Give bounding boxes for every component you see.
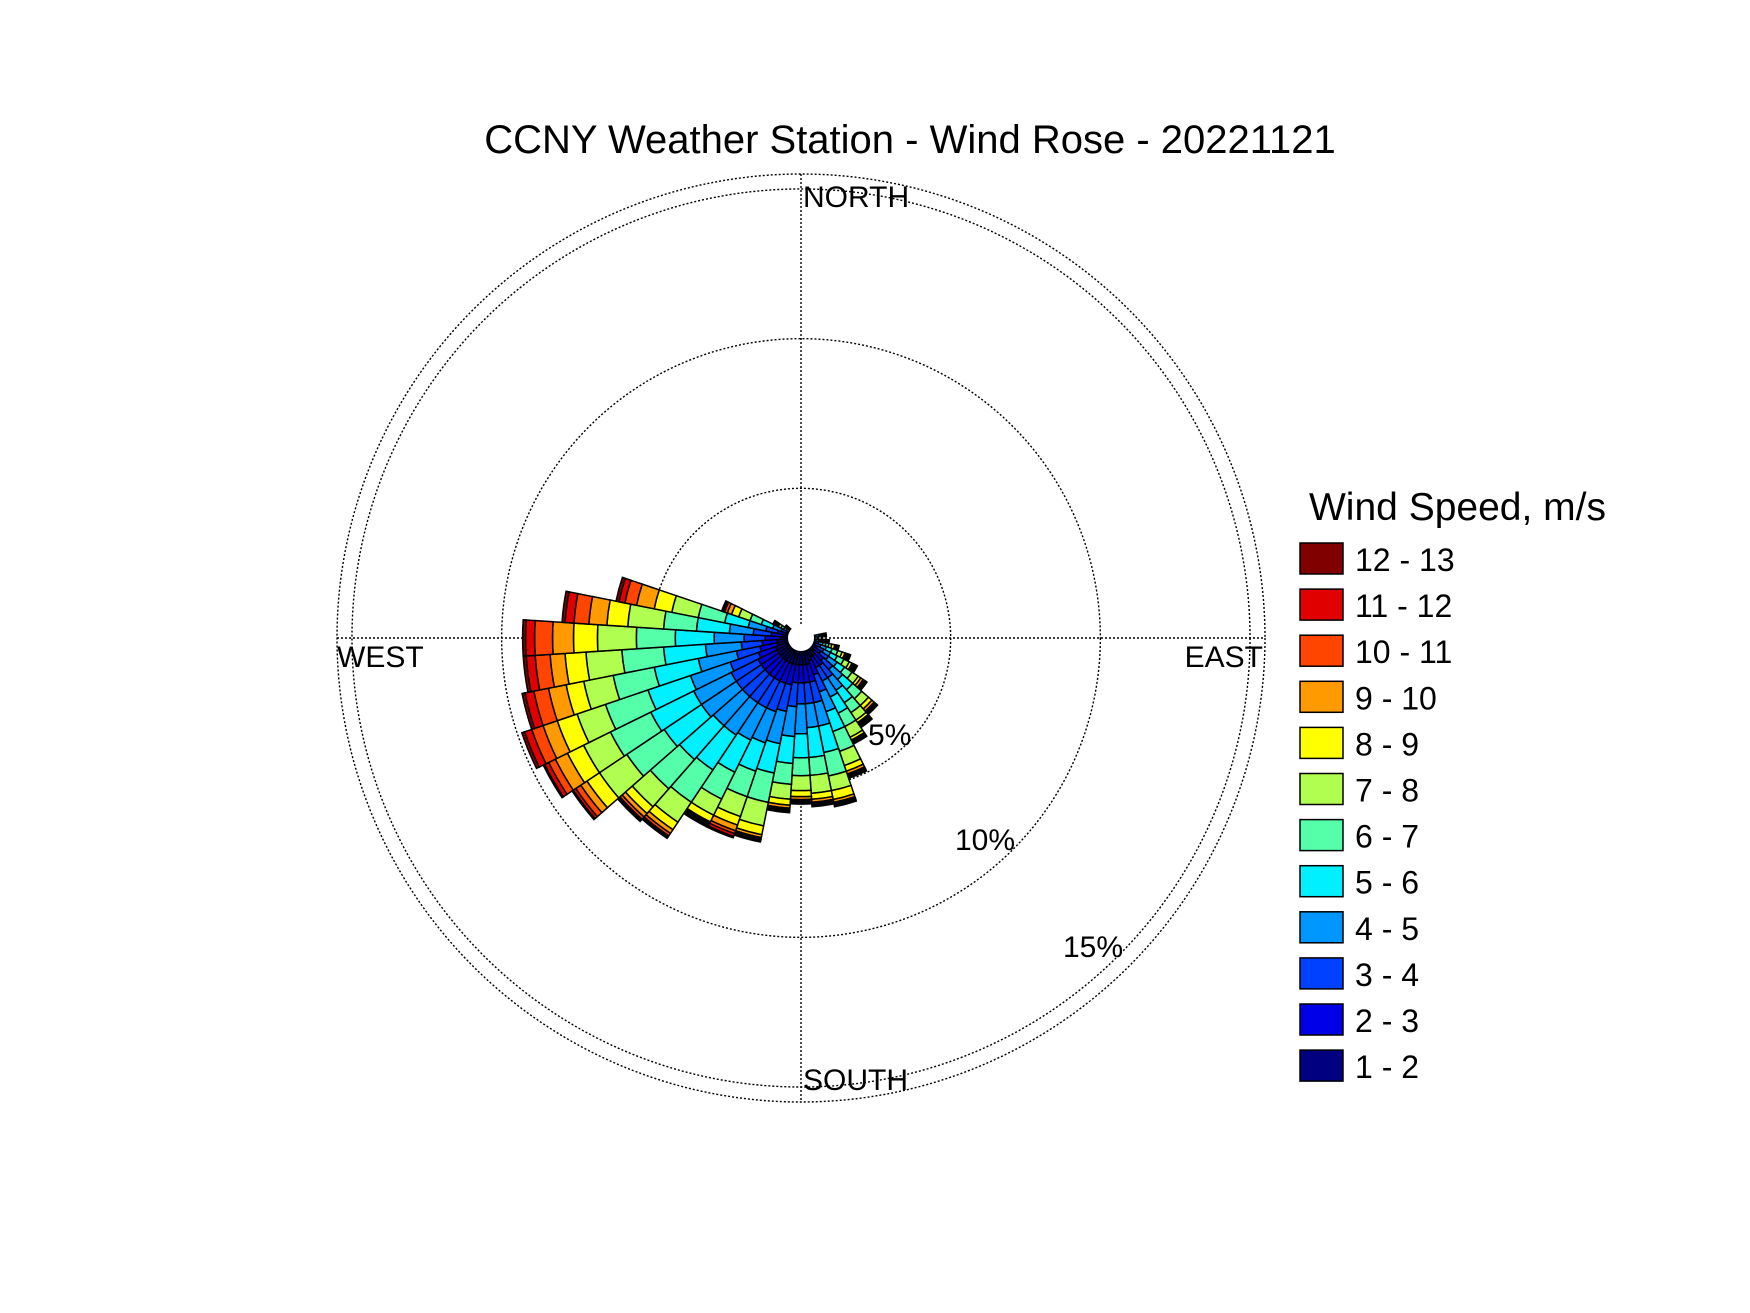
direction-label-south: SOUTH (803, 1064, 908, 1097)
legend-label-1: 12 - 13 (1355, 542, 1455, 578)
legend-swatch-4 (1299, 680, 1344, 714)
direction-label-west: WEST (337, 641, 424, 674)
sector-285-bin-12 (615, 576, 627, 603)
sector-270-bin-12 (521, 618, 527, 658)
legend-swatch-6 (1299, 772, 1344, 806)
legend-swatch-8 (1299, 864, 1344, 898)
sector-247.5-bin-12 (520, 730, 541, 770)
chart-title: CCNY Weather Station - Wind Rose - 20221… (484, 118, 1336, 162)
legend-items: 12 - 13 11 - 12 10 - 11 9 - 10 8 - 9 7 - 8 6 -… (1299, 542, 1455, 1085)
sector-270-bin-8 (572, 622, 599, 654)
legend-swatch-9 (1299, 911, 1344, 944)
legend-swatch-3 (1299, 634, 1344, 667)
sector-180-bin-6 (791, 756, 811, 777)
legend-swatch-11 (1299, 1003, 1344, 1036)
legend-swatch-7 (1299, 818, 1344, 852)
sector-172.5-bin-12 (811, 801, 835, 808)
legend-label-9: 4 - 5 (1355, 911, 1419, 947)
legend-label-2: 11 - 12 (1355, 588, 1452, 624)
legend-swatch-12 (1299, 1049, 1344, 1082)
legend-label-5: 8 - 9 (1355, 726, 1419, 762)
legend-label-4: 9 - 10 (1355, 680, 1437, 716)
legend-label-11: 2 - 3 (1355, 1003, 1419, 1039)
sector-277.5-bin-12 (561, 590, 570, 624)
sector-172.5-bin-7 (809, 772, 833, 795)
direction-label-north: NORTH (803, 181, 909, 214)
sector-270-bin-10 (533, 619, 554, 657)
legend-swatch-5 (1299, 726, 1344, 760)
legend: Wind Speed, m/s 12 - 13 11 - 12 10 - 11 9 -… (1299, 486, 1606, 1085)
ring-label-15pct: 15% (1063, 931, 1123, 964)
legend-swatch-1 (1299, 542, 1344, 575)
legend-label-12: 1 - 2 (1355, 1049, 1419, 1085)
legend-swatch-10 (1299, 957, 1344, 990)
sector-270-bin-7 (596, 623, 638, 653)
sector-172.5-bin-6 (808, 754, 829, 777)
sector-180-bin-12 (789, 801, 813, 805)
ring-label-10pct: 10% (955, 824, 1015, 857)
sector-270-bin-6 (635, 626, 677, 650)
sector-255-bin-12 (521, 692, 536, 731)
legend-swatch-2 (1299, 588, 1344, 621)
legend-title: Wind Speed, m/s (1309, 486, 1606, 529)
legend-label-3: 10 - 11 (1355, 634, 1452, 670)
legend-label-7: 6 - 7 (1355, 819, 1419, 855)
sector-270-bin-11 (524, 619, 536, 657)
direction-label-east: EAST (1185, 641, 1263, 674)
center-cap (788, 625, 814, 651)
sector-165-bin-12 (833, 798, 858, 808)
legend-label-10: 3 - 4 (1355, 957, 1419, 993)
sector-82.5-bin-12 (824, 632, 828, 638)
sector-180-bin-5 (792, 732, 810, 759)
sector-292.5-bin-12 (720, 599, 729, 613)
wind-rose-sectors (520, 576, 879, 843)
sector-270-bin-9 (551, 620, 575, 656)
legend-label-8: 5 - 6 (1355, 865, 1419, 901)
sector-307.5-bin-12 (783, 624, 788, 629)
legend-label-6: 7 - 8 (1355, 773, 1419, 809)
ring-label-5pct: 5% (868, 719, 911, 752)
center-circle (788, 625, 814, 651)
sector-180-bin-8 (789, 789, 813, 798)
sector-300-bin-12 (771, 619, 777, 626)
sector-180-bin-7 (790, 774, 812, 792)
